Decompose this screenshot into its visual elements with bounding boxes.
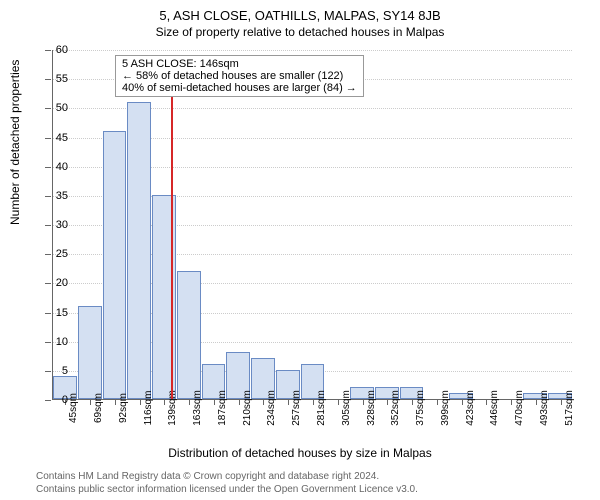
x-tick-label: 257sqm [291, 390, 302, 426]
x-tick [313, 399, 314, 405]
x-tick [189, 399, 190, 405]
x-tick-label: 399sqm [440, 390, 451, 426]
x-tick [90, 399, 91, 405]
x-tick [412, 399, 413, 405]
x-tick-label: 328sqm [366, 390, 377, 426]
footer-line1: Contains HM Land Registry data © Crown c… [36, 470, 418, 483]
y-tick-label: 50 [38, 102, 68, 114]
x-tick-label: 210sqm [242, 390, 253, 426]
x-tick-label: 187sqm [217, 390, 228, 426]
x-tick-label: 92sqm [118, 393, 129, 423]
x-tick [140, 399, 141, 405]
y-tick-label: 35 [38, 190, 68, 202]
legend-line3: 40% of semi-detached houses are larger (… [122, 82, 357, 94]
x-tick-label: 234sqm [266, 390, 277, 426]
title-sub: Size of property relative to detached ho… [0, 23, 600, 39]
x-axis-title: Distribution of detached houses by size … [0, 446, 600, 460]
x-tick [338, 399, 339, 405]
x-tick [239, 399, 240, 405]
x-tick-label: 423sqm [465, 390, 476, 426]
footer-line2: Contains public sector information licen… [36, 483, 418, 496]
marker-line [171, 96, 173, 399]
y-tick-label: 5 [38, 365, 68, 377]
x-tick [363, 399, 364, 405]
bar [103, 131, 127, 399]
x-tick-label: 116sqm [143, 391, 154, 426]
x-tick-label: 281sqm [316, 390, 327, 426]
x-tick-label: 352sqm [390, 390, 401, 426]
x-tick-label: 45sqm [68, 393, 79, 423]
y-tick-label: 55 [38, 73, 68, 85]
y-tick-label: 40 [38, 161, 68, 173]
x-tick [536, 399, 537, 405]
legend-box: 5 ASH CLOSE: 146sqm ← 58% of detached ho… [115, 55, 364, 97]
x-tick [164, 399, 165, 405]
x-tick [561, 399, 562, 405]
x-tick-label: 446sqm [489, 390, 500, 426]
y-tick-label: 15 [38, 307, 68, 319]
x-tick [288, 399, 289, 405]
x-tick-label: 163sqm [192, 390, 203, 426]
y-tick-label: 25 [38, 248, 68, 260]
y-tick-label: 20 [38, 277, 68, 289]
y-tick-label: 0 [38, 394, 68, 406]
grid-line [53, 50, 572, 51]
x-tick-label: 470sqm [514, 390, 525, 426]
y-tick-label: 60 [38, 44, 68, 56]
bar [177, 271, 201, 399]
x-tick-label: 375sqm [415, 390, 426, 426]
x-tick-label: 517sqm [564, 390, 575, 426]
y-tick-label: 45 [38, 132, 68, 144]
x-tick-label: 493sqm [539, 390, 550, 426]
x-tick [462, 399, 463, 405]
y-axis-title: Number of detached properties [8, 60, 22, 225]
x-tick [387, 399, 388, 405]
legend-line2: ← 58% of detached houses are smaller (12… [122, 70, 357, 82]
chart-area: 5 ASH CLOSE: 146sqm ← 58% of detached ho… [52, 50, 572, 400]
bar [127, 102, 151, 400]
x-tick [115, 399, 116, 405]
footer: Contains HM Land Registry data © Crown c… [36, 470, 418, 496]
x-tick [486, 399, 487, 405]
y-tick-label: 30 [38, 219, 68, 231]
title-main: 5, ASH CLOSE, OATHILLS, MALPAS, SY14 8JB [0, 0, 600, 23]
x-tick [214, 399, 215, 405]
x-tick [437, 399, 438, 405]
bar [78, 306, 102, 399]
x-tick-label: 305sqm [341, 390, 352, 426]
x-tick [263, 399, 264, 405]
legend-line1: 5 ASH CLOSE: 146sqm [122, 58, 357, 70]
y-tick-label: 10 [38, 336, 68, 348]
x-tick [511, 399, 512, 405]
x-tick-label: 69sqm [93, 393, 104, 423]
